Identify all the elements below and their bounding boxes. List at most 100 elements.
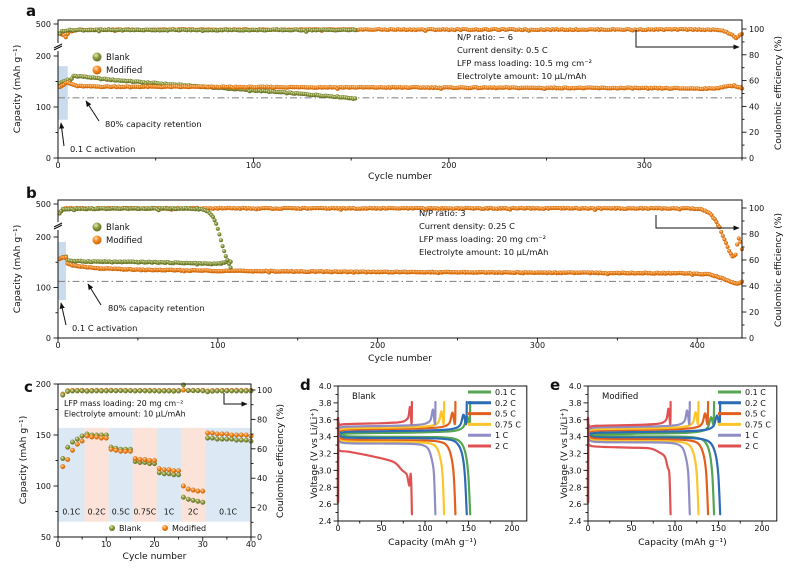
svg-text:0: 0 <box>55 540 60 549</box>
svg-text:0: 0 <box>749 154 754 163</box>
svg-text:80% capacity retention: 80% capacity retention <box>108 303 205 313</box>
e-y-axis-label: Voltage (V vs Li/Li⁺) <box>559 408 570 498</box>
svg-text:200: 200 <box>441 161 456 170</box>
c-y-axis-label: Capacity (mAh g⁻¹) <box>18 416 29 505</box>
svg-text:150: 150 <box>36 431 51 440</box>
svg-text:Current density: 0.5 C: Current density: 0.5 C <box>457 45 548 55</box>
svg-text:N/P ratio: ~ 6: N/P ratio: ~ 6 <box>457 32 513 42</box>
svg-text:100: 100 <box>246 161 261 170</box>
svg-text:0.1 C activation: 0.1 C activation <box>72 323 137 333</box>
svg-text:3.0: 3.0 <box>319 466 332 475</box>
svg-text:0.1 C activation: 0.1 C activation <box>70 144 135 154</box>
svg-text:3.8: 3.8 <box>569 399 582 408</box>
d-curve-0.5C <box>336 400 457 516</box>
panel-label-a: a <box>26 2 36 20</box>
svg-text:Electrolyte amount: 10 μL/mAh: Electrolyte amount: 10 μL/mAh <box>457 71 586 81</box>
svg-text:50: 50 <box>626 524 636 533</box>
svg-text:0.1C: 0.1C <box>62 508 80 517</box>
svg-text:4.0: 4.0 <box>319 382 332 391</box>
svg-text:0.5C: 0.5C <box>112 508 130 517</box>
svg-text:300: 300 <box>530 341 545 350</box>
svg-text:40: 40 <box>749 102 759 111</box>
svg-text:Electrolyte amount: 10 μL/mAh: Electrolyte amount: 10 μL/mAh <box>419 247 548 257</box>
svg-text:3.2: 3.2 <box>319 450 332 459</box>
c-series-modified-capacity <box>60 430 254 494</box>
svg-text:3.4: 3.4 <box>319 433 332 442</box>
svg-text:Electrolyte amount: 10 μL/mAh: Electrolyte amount: 10 μL/mAh <box>64 410 186 419</box>
svg-text:Modified: Modified <box>172 524 206 533</box>
panel-label-c: c <box>24 378 33 396</box>
svg-text:0: 0 <box>585 524 590 533</box>
svg-text:100: 100 <box>667 524 682 533</box>
e-curve-1C <box>586 400 691 516</box>
svg-text:100: 100 <box>36 284 51 293</box>
svg-text:300: 300 <box>637 161 652 170</box>
panel-label-b: b <box>26 184 37 202</box>
svg-text:0: 0 <box>55 161 60 170</box>
svg-text:Modified: Modified <box>106 236 142 246</box>
svg-text:0.2 C: 0.2 C <box>745 399 766 408</box>
svg-text:30: 30 <box>198 540 208 549</box>
svg-text:2.8: 2.8 <box>319 483 332 492</box>
svg-text:10: 10 <box>101 540 111 549</box>
svg-text:3.0: 3.0 <box>569 466 582 475</box>
svg-text:100: 100 <box>257 386 272 395</box>
svg-text:0: 0 <box>46 334 51 343</box>
svg-text:0: 0 <box>55 341 60 350</box>
rate-band-2C <box>181 427 206 522</box>
rate-band-0.1C <box>205 427 251 522</box>
b-annotation-block: N/P ratio: 3 Current density: 0.25 C LFP m… <box>419 208 548 257</box>
svg-text:80: 80 <box>749 51 759 60</box>
svg-text:1C: 1C <box>164 508 175 517</box>
activation-band <box>58 242 66 301</box>
b-legend: Blank Modified <box>92 222 142 246</box>
d-legend: 0.1 C 0.2 C 0.5 C0.75 C 1 C 2 C <box>468 388 521 451</box>
svg-text:3.2: 3.2 <box>569 450 582 459</box>
e-legend: 0.1 C 0.2 C 0.5 C0.75 C 1 C 2 C <box>718 388 771 451</box>
svg-text:0.75 C: 0.75 C <box>495 420 521 429</box>
svg-text:0.2C: 0.2C <box>88 508 106 517</box>
svg-text:80: 80 <box>749 230 759 239</box>
c-annotation-block: LFP mass loading: 20 mg cm⁻² Electrolyte … <box>64 399 186 419</box>
svg-text:150: 150 <box>461 524 476 533</box>
e-curve-0.75C <box>586 400 700 516</box>
svg-text:Modified: Modified <box>106 66 142 76</box>
rate-band-0.2C <box>84 427 109 522</box>
svg-text:40: 40 <box>257 474 267 483</box>
svg-text:60: 60 <box>257 445 267 454</box>
c-legend: Blank Modified <box>109 524 206 533</box>
svg-text:0.1 C: 0.1 C <box>745 388 766 397</box>
svg-text:50: 50 <box>41 533 51 542</box>
svg-text:0.5 C: 0.5 C <box>745 410 766 419</box>
d-curve-2C <box>336 400 413 516</box>
svg-text:80% capacity retention: 80% capacity retention <box>105 119 202 129</box>
svg-text:3.4: 3.4 <box>569 433 582 442</box>
svg-text:20: 20 <box>257 504 267 513</box>
svg-text:200: 200 <box>370 341 385 350</box>
svg-text:3.8: 3.8 <box>319 399 332 408</box>
svg-text:3.6: 3.6 <box>319 416 332 425</box>
svg-text:1 C: 1 C <box>745 431 759 440</box>
svg-text:2.6: 2.6 <box>319 500 332 509</box>
panel-d-chart: 0.1 C 0.2 C 0.5 C0.75 C 1 C 2 C 0 50 100 150 200 2… <box>300 376 528 548</box>
e-curve-0.2C <box>586 400 722 516</box>
svg-text:0.1 C: 0.1 C <box>495 388 516 397</box>
panel-label-d: d <box>300 376 311 394</box>
svg-text:2C: 2C <box>188 508 199 517</box>
b-series-modified-capacity <box>57 255 745 286</box>
svg-text:0.5 C: 0.5 C <box>495 410 516 419</box>
svg-text:Current density: 0.25 C: Current density: 0.25 C <box>419 221 515 231</box>
d-curve-0.2C <box>336 400 468 516</box>
svg-text:100: 100 <box>210 341 225 350</box>
svg-text:0.75C: 0.75C <box>133 508 156 517</box>
svg-text:Blank: Blank <box>119 524 142 533</box>
b-x-axis-label: Cycle number <box>368 353 432 364</box>
a-y2-axis-label: Coulombic efficiency (%) <box>773 36 784 150</box>
svg-text:40: 40 <box>749 282 759 291</box>
svg-text:3.6: 3.6 <box>569 416 582 425</box>
svg-text:4.0: 4.0 <box>569 382 582 391</box>
b-series-blank-ce <box>57 206 233 270</box>
svg-text:LFP mass loading: 20 mg cm⁻²: LFP mass loading: 20 mg cm⁻² <box>64 399 183 408</box>
